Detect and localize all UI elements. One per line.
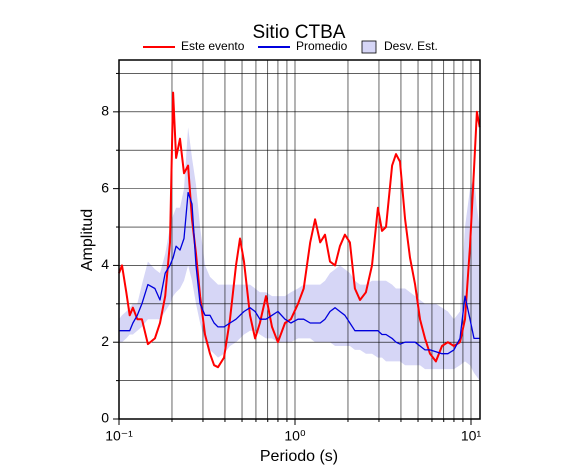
y-axis-label: Amplitud	[79, 209, 96, 271]
legend-label: Promedio	[296, 39, 348, 53]
y-tick-label: 2	[101, 333, 109, 349]
chart-title: Sitio CTBA	[253, 22, 346, 43]
x-tick-label: 10¹	[461, 428, 482, 444]
legend-label: Este evento	[181, 39, 245, 53]
series-line	[119, 191, 480, 355]
legend-label: Desv. Est.	[384, 39, 438, 53]
x-tick-label: 10⁰	[284, 428, 306, 444]
y-tick-label: 4	[101, 256, 109, 272]
series-line	[118, 91, 481, 369]
y-tick-label: 0	[101, 410, 109, 426]
plot-frame	[118, 59, 481, 420]
x-tick-label: 10⁻¹	[105, 428, 133, 444]
y-tick-label: 6	[101, 179, 109, 195]
std-band	[119, 127, 480, 381]
y-tick-label: 8	[101, 103, 109, 119]
x-axis-label: Periodo (s)	[260, 448, 338, 465]
legend-swatch	[361, 40, 377, 54]
